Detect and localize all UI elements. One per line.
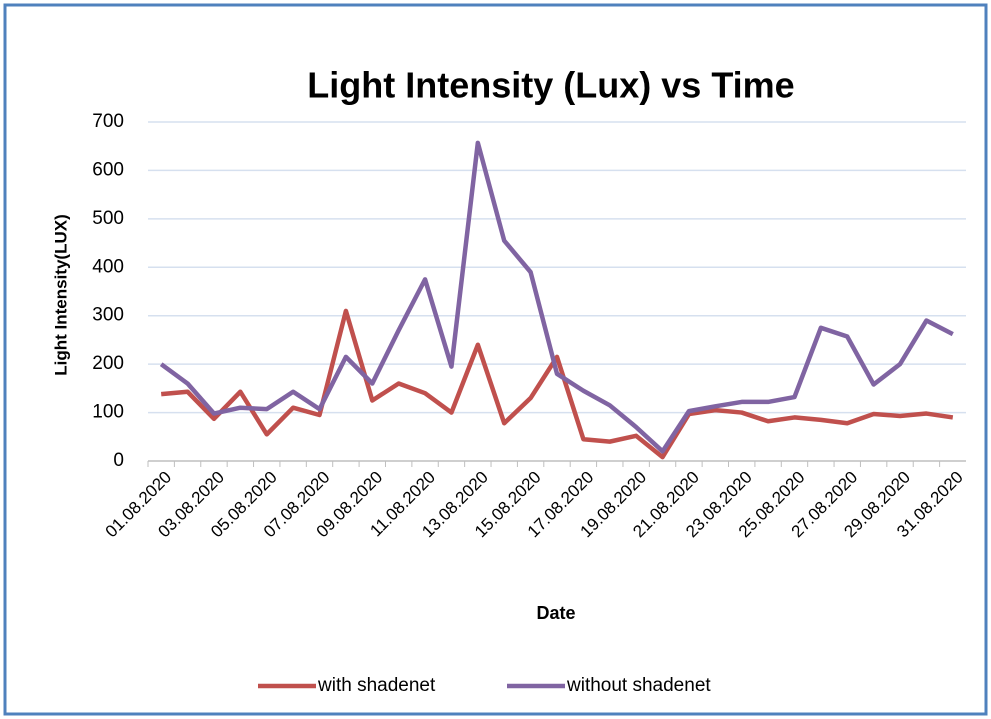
y-tick-label: 0 (113, 450, 124, 471)
legend: with shadenet without shadenet (258, 675, 711, 696)
chart-border (3, 3, 988, 716)
y-tick-label: 200 (92, 353, 124, 374)
y-tick-label: 400 (92, 256, 124, 277)
plot (159, 140, 954, 460)
x-axis-label: Date (536, 603, 575, 623)
legend-label: without shadenet (566, 675, 711, 696)
y-tick-label: 500 (92, 208, 124, 229)
series-line (159, 140, 954, 454)
y-tick-label: 600 (92, 159, 124, 180)
y-tick-label: 300 (92, 305, 124, 326)
series-line (160, 308, 954, 460)
legend-label: with shadenet (317, 675, 436, 696)
y-tick-label: 700 (92, 111, 124, 132)
y-axis-label: Light Intensity(LUX) (51, 214, 70, 375)
chart-title: Light Intensity (Lux) vs Time (307, 65, 794, 106)
y-tick-label: 100 (92, 402, 124, 423)
